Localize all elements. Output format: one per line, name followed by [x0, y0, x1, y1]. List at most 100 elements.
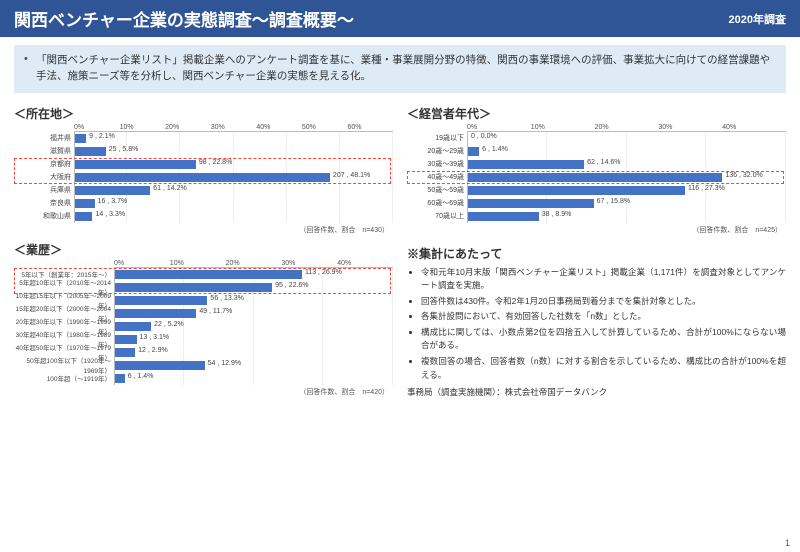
axis-tick: 10% — [531, 124, 595, 131]
category-label: 100年超（～1919年） — [14, 373, 114, 383]
bar — [115, 283, 272, 292]
value-label: 22 , 5.2% — [154, 321, 184, 328]
axis-tick: 30% — [658, 124, 722, 131]
history-label: ＜業歴＞ — [14, 241, 393, 258]
axis-tick: 0% — [74, 124, 120, 131]
category-label: 滋賀県 — [14, 146, 74, 156]
bar — [115, 309, 196, 318]
intro-box: • 「関西ベンチャー企業リスト」掲載企業へのアンケート調査を基に、業種・事業展開… — [14, 45, 786, 93]
value-label: 116 , 27.3% — [688, 185, 725, 192]
axis-tick: 30% — [281, 260, 337, 267]
axis-tick: 60% — [347, 124, 393, 131]
value-label: 67 , 15.8% — [597, 198, 630, 205]
axis-tick: 20% — [165, 124, 211, 131]
header: 関西ベンチャー企業の実態調査～調査概要～ 2020年調査 — [0, 0, 800, 37]
bar — [468, 147, 479, 156]
note-item: 複数回答の場合、回答者数（n数）に対する割合を示しているため、構成比の合計が10… — [421, 355, 786, 382]
category-label: 福井県 — [14, 133, 74, 143]
age-label: ＜経営者年代＞ — [407, 105, 786, 122]
value-label: 12 , 2.9% — [138, 347, 168, 354]
age-chart: 0%10%20%30%40%19歳以下0 , 0.0%20歳～29歳6 , 1.… — [407, 124, 786, 223]
bar — [115, 361, 205, 370]
value-label: 13 , 3.1% — [140, 334, 170, 341]
category-label: 京都府 — [14, 159, 74, 169]
category-label: 和歌山県 — [14, 211, 74, 221]
notes-title: ※集計にあたって — [407, 245, 786, 262]
axis-tick: 50% — [302, 124, 348, 131]
chart-row: 50歳～59歳 116 , 27.3% — [407, 184, 786, 197]
age-n: （回答件数、割合 n=425） — [407, 225, 782, 235]
bar — [75, 173, 330, 182]
value-label: 6 , 1.4% — [482, 146, 508, 153]
chart-row: 50年超100年以下（1920年～1969年）54 , 12.9% — [14, 359, 393, 372]
bar — [115, 348, 135, 357]
chart-row: 30歳～39歳62 , 14.6% — [407, 158, 786, 171]
history-n: （回答件数、割合 n=420） — [14, 387, 389, 397]
value-label: 38 , 8.9% — [542, 211, 572, 218]
bar — [75, 160, 196, 169]
page-number: 1 — [785, 538, 790, 548]
value-label: 98 , 22.8% — [199, 159, 232, 166]
bar — [75, 134, 86, 143]
category-label: 60歳～69歳 — [407, 198, 467, 208]
value-label: 56 , 13.3% — [210, 295, 243, 302]
chart-row: 40歳～49歳 136 , 32.0% — [407, 171, 786, 184]
value-label: 9 , 2.1% — [89, 133, 115, 140]
axis-tick: 40% — [337, 260, 393, 267]
value-label: 25 , 5.8% — [109, 146, 139, 153]
notes-list: 令和元年10月末版「関西ベンチャー企業リスト」掲載企業（1,171件）を調査対象… — [407, 266, 786, 383]
bullet-icon: • — [24, 53, 28, 65]
bar — [468, 212, 539, 221]
axis-tick: 10% — [120, 124, 166, 131]
value-label: 6 , 1.4% — [128, 373, 154, 380]
chart-row: 20歳～29歳 6 , 1.4% — [407, 145, 786, 158]
chart-row: 滋賀県 25 , 5.8% — [14, 145, 393, 158]
location-chart: 0%10%20%30%40%50%60%福井県9 , 2.1%滋賀県25 , 5… — [14, 124, 393, 223]
chart-row: 福井県 9 , 2.1% — [14, 132, 393, 145]
axis-tick: 0% — [467, 124, 531, 131]
value-label: 61 , 14.2% — [153, 185, 186, 192]
value-label: 207 , 48.1% — [333, 172, 370, 179]
value-label: 136 , 32.0% — [725, 172, 762, 179]
bar — [468, 173, 722, 182]
page-title: 関西ベンチャー企業の実態調査～調査概要～ — [14, 6, 354, 31]
location-label: ＜所在地＞ — [14, 105, 393, 122]
value-label: 62 , 14.6% — [587, 159, 620, 166]
bar — [75, 212, 92, 221]
category-label: 大阪府 — [14, 172, 74, 182]
axis-tick: 30% — [211, 124, 257, 131]
axis-tick: 20% — [226, 260, 282, 267]
bar — [75, 199, 95, 208]
chart-row: 大阪府 207 , 48.1% — [14, 171, 393, 184]
bar — [115, 322, 151, 331]
value-label: 49 , 11.7% — [199, 308, 232, 315]
note-item: 令和元年10月末版「関西ベンチャー企業リスト」掲載企業（1,171件）を調査対象… — [421, 266, 786, 293]
note-item: 回答件数は430件。令和2年1月20日事務局到着分までを集計対象とした。 — [421, 295, 786, 309]
bar — [468, 160, 584, 169]
bar — [468, 199, 594, 208]
chart-row: 60歳～69歳 67 , 15.8% — [407, 197, 786, 210]
category-label: 40歳～49歳 — [407, 172, 467, 182]
category-label: 70歳以上 — [407, 211, 467, 221]
value-label: 14 , 3.3% — [95, 211, 125, 218]
bar — [115, 270, 302, 279]
survey-year: 2020年調査 — [729, 11, 786, 27]
axis-tick: 10% — [170, 260, 226, 267]
chart-row: 和歌山県 14 , 3.3% — [14, 210, 393, 223]
category-label: 50歳～59歳 — [407, 185, 467, 195]
bar — [468, 186, 685, 195]
bar — [115, 374, 125, 383]
category-label: 兵庫県 — [14, 185, 74, 195]
chart-row: 奈良県16 , 3.7% — [14, 197, 393, 210]
category-label: 20歳～29歳 — [407, 146, 467, 156]
value-label: 16 , 3.7% — [98, 198, 128, 205]
value-label: 54 , 12.9% — [208, 360, 241, 367]
intro-text: 「関西ベンチャー企業リスト」掲載企業へのアンケート調査を基に、業種・事業展開分野… — [36, 53, 776, 85]
value-label: 95 , 22.6% — [275, 282, 308, 289]
bar — [75, 147, 106, 156]
notes-footer: 事務局（調査実施機関）：株式会社帝国データバンク — [407, 386, 786, 398]
value-label: 113 , 26.9% — [305, 269, 342, 276]
axis-tick: 40% — [722, 124, 786, 131]
axis-tick: 20% — [595, 124, 659, 131]
bar — [115, 335, 137, 344]
